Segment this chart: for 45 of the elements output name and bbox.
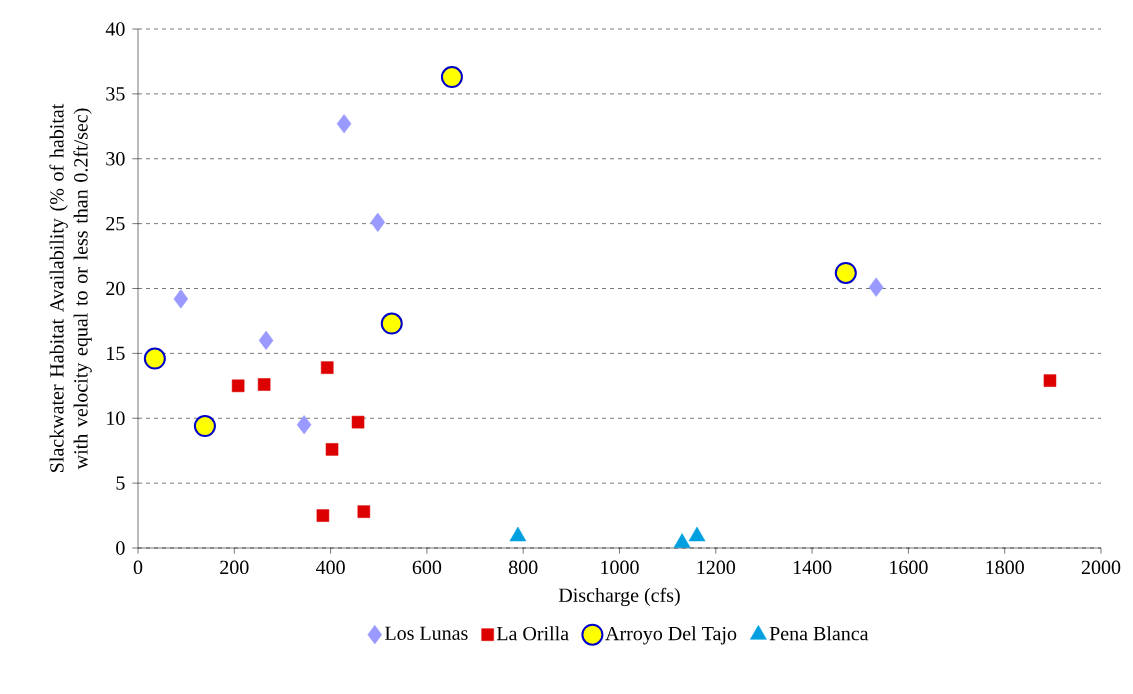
y-axis-title: Slackwater Habitat Availability (% of habitat with velocity equal to or less than 0.2ft/sec) — [49, 103, 92, 472]
y-tick-label: 0 — [116, 541, 125, 555]
point — [1043, 374, 1057, 387]
point — [868, 277, 884, 297]
x-axis-title: Discharge (cfs) — [558, 587, 680, 607]
x-tick-label: 0 — [133, 560, 143, 575]
point — [380, 312, 403, 335]
x-tick-label: 400 — [316, 560, 345, 575]
point — [834, 261, 857, 284]
point — [316, 509, 330, 522]
point — [231, 379, 245, 393]
point — [351, 415, 365, 429]
point — [336, 114, 352, 134]
point — [257, 378, 271, 391]
y-tick-label: 5 — [116, 476, 125, 490]
x-tick-label: 1000 — [601, 560, 639, 575]
y-tick-label: 30 — [106, 152, 125, 166]
point — [325, 443, 339, 456]
x-tick-label: 1600 — [890, 560, 928, 575]
y-tick-label: 25 — [106, 216, 125, 231]
point — [296, 415, 312, 435]
y-tick-label: 35 — [106, 87, 125, 101]
y-tick-label: 15 — [107, 346, 125, 361]
x-tick-label: 200 — [220, 560, 249, 575]
point — [370, 212, 386, 232]
point — [193, 415, 216, 438]
x-tick-label: 1200 — [697, 560, 736, 575]
point — [357, 505, 371, 518]
x-tick-label: 800 — [508, 560, 538, 575]
x-tick-label: 1400 — [793, 560, 832, 575]
x-tick-label: 600 — [412, 560, 442, 575]
legend-label: Pena Blanca — [769, 626, 869, 641]
point — [258, 330, 274, 351]
x-tick-label: 1800 — [986, 560, 1024, 575]
legend-label: Arroyo Del Tajo — [605, 626, 737, 645]
y-tick-label: 40 — [105, 22, 125, 36]
point — [440, 66, 463, 89]
legend-label: La Orilla — [496, 626, 569, 641]
point — [173, 289, 189, 309]
point — [320, 361, 334, 374]
legend-label: Los Lunas — [385, 626, 468, 640]
y-tick-label: 20 — [106, 281, 125, 296]
point — [143, 347, 166, 370]
y-tick-label: 10 — [107, 411, 125, 425]
x-tick-label: 2000 — [1081, 560, 1121, 575]
